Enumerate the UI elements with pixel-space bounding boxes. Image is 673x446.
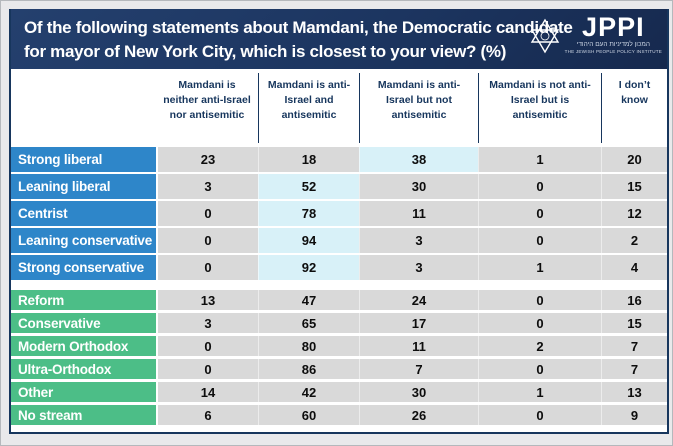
value-cell: 42 bbox=[258, 382, 359, 402]
table-row: Modern Orthodox 0 80 11 2 7 bbox=[11, 336, 667, 356]
logo-acronym: JPPI bbox=[582, 12, 645, 42]
value-cell: 60 bbox=[258, 405, 359, 425]
value-cell: 3 bbox=[359, 228, 478, 253]
table-row: Conservative 3 65 17 0 15 bbox=[11, 313, 667, 333]
column-header-spacer bbox=[11, 73, 156, 147]
row-label: No stream bbox=[11, 405, 156, 425]
value-cell: 0 bbox=[478, 174, 601, 199]
table-row: Leaning liberal 3 52 30 0 15 bbox=[11, 174, 667, 199]
value-cell: 16 bbox=[601, 290, 667, 310]
value-cell: 0 bbox=[156, 255, 258, 280]
title-line-2: for mayor of New York City, which is clo… bbox=[24, 42, 507, 61]
column-header-4: I don’t know bbox=[601, 73, 667, 143]
value-cell: 65 bbox=[258, 313, 359, 333]
value-cell: 2 bbox=[601, 228, 667, 253]
value-cell: 80 bbox=[258, 336, 359, 356]
section-political-ideology: Strong liberal 23 18 38 1 20 Leaning liberal 3 5… bbox=[11, 147, 667, 280]
value-cell: 17 bbox=[359, 313, 478, 333]
value-cell: 0 bbox=[156, 201, 258, 226]
value-cell: 0 bbox=[478, 228, 601, 253]
table-row: No stream 6 60 26 0 9 bbox=[11, 405, 667, 425]
value-cell: 52 bbox=[258, 174, 359, 199]
column-header-row: Mamdani is neither anti-Israel nor antis… bbox=[11, 69, 667, 147]
title-bar: Of the following statements about Mamdan… bbox=[11, 9, 667, 69]
value-cell: 2 bbox=[478, 336, 601, 356]
value-cell: 6 bbox=[156, 405, 258, 425]
value-cell: 23 bbox=[156, 147, 258, 172]
row-label: Leaning liberal bbox=[11, 174, 156, 199]
table-row: Leaning conservative 0 94 3 0 2 bbox=[11, 228, 667, 253]
value-cell: 24 bbox=[359, 290, 478, 310]
value-cell: 13 bbox=[156, 290, 258, 310]
row-label: Reform bbox=[11, 290, 156, 310]
row-label: Leaning conservative bbox=[11, 228, 156, 253]
value-cell: 1 bbox=[478, 255, 601, 280]
value-cell: 30 bbox=[359, 382, 478, 402]
value-cell: 7 bbox=[601, 336, 667, 356]
value-cell: 3 bbox=[156, 174, 258, 199]
value-cell: 30 bbox=[359, 174, 478, 199]
value-cell: 15 bbox=[601, 313, 667, 333]
value-cell: 4 bbox=[601, 255, 667, 280]
row-label: Conservative bbox=[11, 313, 156, 333]
table-row: Strong conservative 0 92 3 1 4 bbox=[11, 255, 667, 280]
row-label: Strong conservative bbox=[11, 255, 156, 280]
logo-institute-text: THE JEWISH PEOPLE POLICY INSTITUTE bbox=[564, 49, 662, 54]
value-cell: 11 bbox=[359, 201, 478, 226]
row-label: Modern Orthodox bbox=[11, 336, 156, 356]
value-cell: 15 bbox=[601, 174, 667, 199]
value-cell: 18 bbox=[258, 147, 359, 172]
value-cell: 0 bbox=[478, 201, 601, 226]
value-cell: 0 bbox=[156, 336, 258, 356]
value-cell: 1 bbox=[478, 382, 601, 402]
column-header-3: Mamdani is not anti-Israel but is antise… bbox=[478, 73, 601, 143]
value-cell: 11 bbox=[359, 336, 478, 356]
row-label: Other bbox=[11, 382, 156, 402]
table-frame: Of the following statements about Mamdan… bbox=[9, 9, 669, 434]
value-cell: 0 bbox=[478, 405, 601, 425]
table-row: Other 14 42 30 1 13 bbox=[11, 382, 667, 402]
section-religious-stream: Reform 13 47 24 0 16 Conservative 3 65 17 0 15 Moder… bbox=[11, 290, 667, 425]
logo-hebrew-text: המכון למדיניות העם היהודי bbox=[576, 41, 650, 48]
value-cell: 3 bbox=[156, 313, 258, 333]
value-cell: 9 bbox=[601, 405, 667, 425]
table-row: Ultra-Orthodox 0 86 7 0 7 bbox=[11, 359, 667, 379]
table-body: Strong liberal 23 18 38 1 20 Leaning liberal 3 5… bbox=[11, 147, 667, 425]
value-cell: 0 bbox=[156, 359, 258, 379]
value-cell: 14 bbox=[156, 382, 258, 402]
value-cell: 0 bbox=[156, 228, 258, 253]
value-cell: 7 bbox=[359, 359, 478, 379]
value-cell: 78 bbox=[258, 201, 359, 226]
value-cell: 3 bbox=[359, 255, 478, 280]
value-cell: 0 bbox=[478, 290, 601, 310]
value-cell: 1 bbox=[478, 147, 601, 172]
value-cell: 0 bbox=[478, 359, 601, 379]
value-cell: 92 bbox=[258, 255, 359, 280]
column-header-0: Mamdani is neither anti-Israel nor antis… bbox=[163, 79, 251, 122]
jppi-logo: JPPI המכון למדיניות העם היהודי THE JEWIS… bbox=[528, 14, 662, 55]
star-of-david-icon bbox=[530, 18, 559, 54]
value-cell: 0 bbox=[478, 313, 601, 333]
value-cell: 7 bbox=[601, 359, 667, 379]
row-label: Strong liberal bbox=[11, 147, 156, 172]
column-header-1: Mamdani is anti-Israel and antisemitic bbox=[258, 73, 359, 143]
table-row: Reform 13 47 24 0 16 bbox=[11, 290, 667, 310]
value-cell: 38 bbox=[359, 147, 478, 172]
value-cell: 12 bbox=[601, 201, 667, 226]
value-cell: 20 bbox=[601, 147, 667, 172]
row-label: Ultra-Orthodox bbox=[11, 359, 156, 379]
table-row: Strong liberal 23 18 38 1 20 bbox=[11, 147, 667, 172]
value-cell: 86 bbox=[258, 359, 359, 379]
column-header-2: Mamdani is anti-Israel but not antisemit… bbox=[359, 73, 478, 143]
table-row: Centrist 0 78 11 0 12 bbox=[11, 201, 667, 226]
value-cell: 13 bbox=[601, 382, 667, 402]
value-cell: 26 bbox=[359, 405, 478, 425]
title-line-1: Of the following statements about Mamdan… bbox=[24, 18, 573, 37]
row-label: Centrist bbox=[11, 201, 156, 226]
figure-title: Of the following statements about Mamdan… bbox=[24, 16, 573, 64]
value-cell: 47 bbox=[258, 290, 359, 310]
value-cell: 94 bbox=[258, 228, 359, 253]
